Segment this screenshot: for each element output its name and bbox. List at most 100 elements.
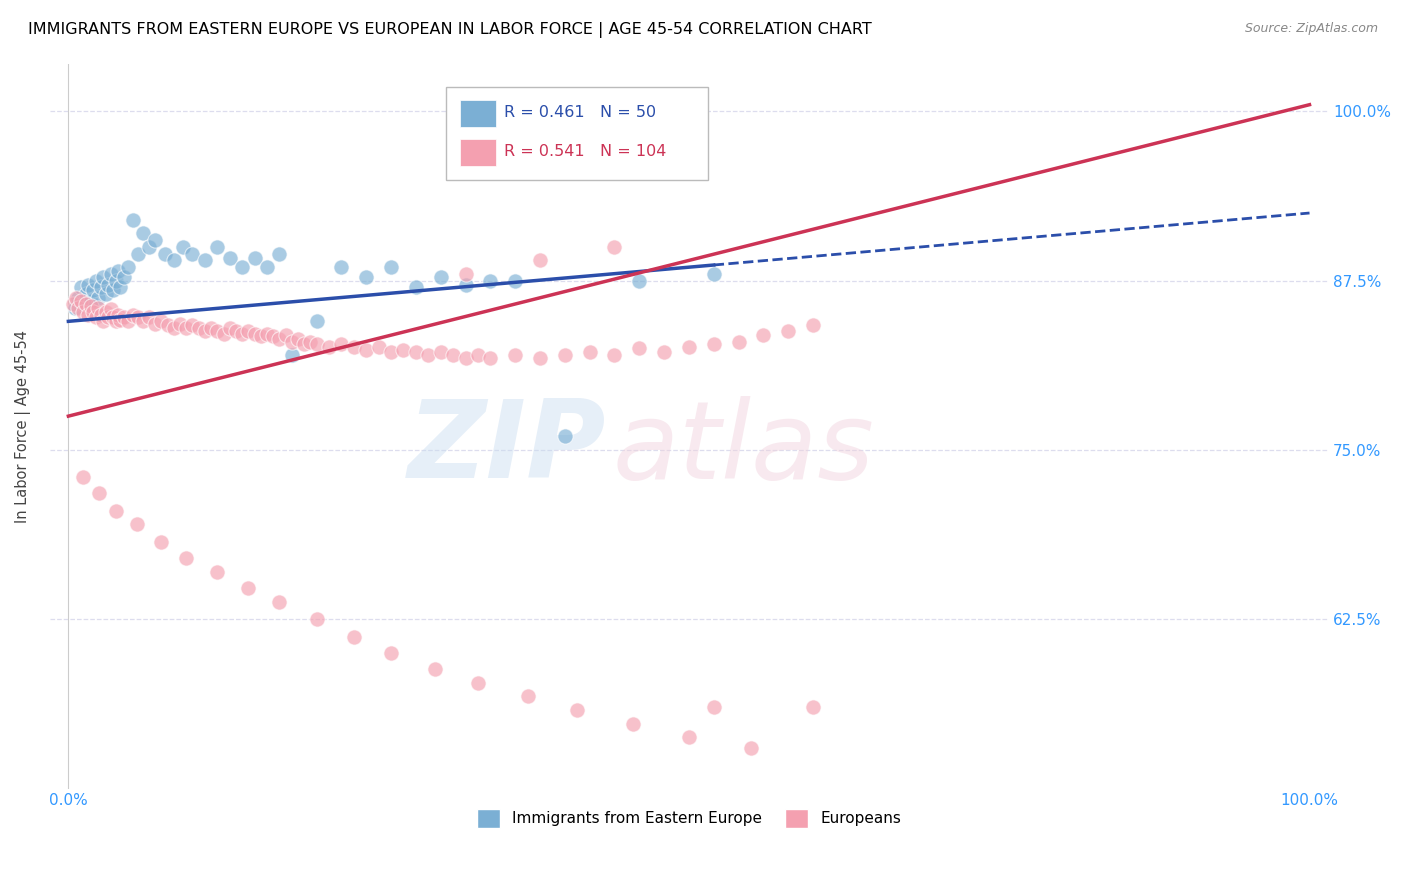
Text: ZIP: ZIP (408, 395, 606, 501)
Point (727, 334, 749, 349)
Point (84, 274, 107, 288)
Text: R = 0.461   N = 50: R = 0.461 N = 50 (503, 105, 655, 120)
Point (801, 318, 824, 333)
FancyBboxPatch shape (460, 100, 496, 127)
Text: IMMIGRANTS FROM EASTERN EUROPE VS EUROPEAN IN LABOR FORCE | AGE 45-54 CORRELATIO: IMMIGRANTS FROM EASTERN EUROPE VS EUROPE… (28, 22, 872, 38)
Point (100, 302, 122, 317)
Point (187, 321, 209, 335)
Point (163, 321, 186, 335)
Point (194, 324, 217, 338)
Point (429, 345, 451, 359)
Point (479, 274, 502, 288)
Point (703, 337, 725, 351)
Point (107, 308, 129, 322)
Point (150, 535, 173, 549)
Point (318, 340, 340, 354)
Point (269, 595, 291, 609)
Point (80, 293, 103, 308)
Point (181, 318, 204, 333)
Point (63, 301, 86, 315)
Point (243, 251, 266, 265)
Point (104, 314, 127, 328)
Point (101, 283, 124, 297)
Point (143, 317, 166, 331)
Point (97, 310, 120, 325)
Point (454, 267, 477, 281)
Point (299, 334, 322, 349)
Point (231, 260, 253, 275)
Point (84, 310, 107, 325)
Point (218, 251, 240, 265)
Point (330, 337, 353, 351)
Point (423, 662, 446, 676)
Point (603, 240, 626, 254)
Point (262, 329, 284, 343)
Point (225, 324, 247, 338)
Point (112, 310, 135, 325)
Point (218, 321, 240, 335)
Point (150, 314, 173, 328)
Point (703, 700, 725, 714)
Point (82, 305, 104, 319)
Point (125, 517, 148, 532)
Point (117, 260, 139, 275)
Point (174, 321, 197, 335)
Point (212, 326, 235, 341)
Point (117, 314, 139, 328)
Point (305, 314, 328, 328)
Point (801, 700, 824, 714)
Point (567, 703, 589, 717)
Point (554, 429, 576, 443)
Point (628, 342, 651, 356)
Point (305, 612, 328, 626)
Point (69, 280, 91, 294)
Point (467, 348, 489, 362)
Point (503, 348, 526, 362)
Point (174, 551, 197, 566)
Point (104, 504, 127, 518)
Point (67, 301, 90, 315)
Point (94, 305, 117, 319)
Point (107, 264, 129, 278)
Point (62, 297, 84, 311)
Point (256, 260, 278, 275)
Point (380, 646, 402, 660)
Point (110, 280, 132, 294)
Point (652, 345, 675, 359)
Point (354, 343, 377, 357)
Point (392, 343, 415, 357)
Point (207, 565, 229, 579)
Point (82, 283, 104, 297)
Point (231, 326, 253, 341)
Point (269, 246, 291, 260)
Point (138, 310, 160, 325)
Point (529, 253, 551, 268)
Point (122, 212, 145, 227)
Point (181, 246, 204, 260)
Point (207, 240, 229, 254)
Point (132, 227, 155, 241)
Point (132, 314, 155, 328)
Point (169, 317, 191, 331)
Point (163, 253, 186, 268)
Point (603, 348, 626, 362)
Point (91, 269, 114, 284)
Point (94, 287, 117, 301)
Point (405, 280, 427, 294)
Point (77, 308, 100, 322)
Point (112, 269, 135, 284)
Point (87, 301, 110, 315)
Point (100, 267, 122, 281)
Point (90, 308, 112, 322)
Point (405, 345, 427, 359)
Point (354, 269, 377, 284)
Point (380, 345, 402, 359)
Point (80, 300, 103, 314)
Point (554, 348, 576, 362)
Point (104, 274, 127, 288)
Point (72, 305, 94, 319)
Point (156, 318, 179, 333)
Point (110, 313, 132, 327)
Point (127, 246, 149, 260)
Point (503, 274, 526, 288)
